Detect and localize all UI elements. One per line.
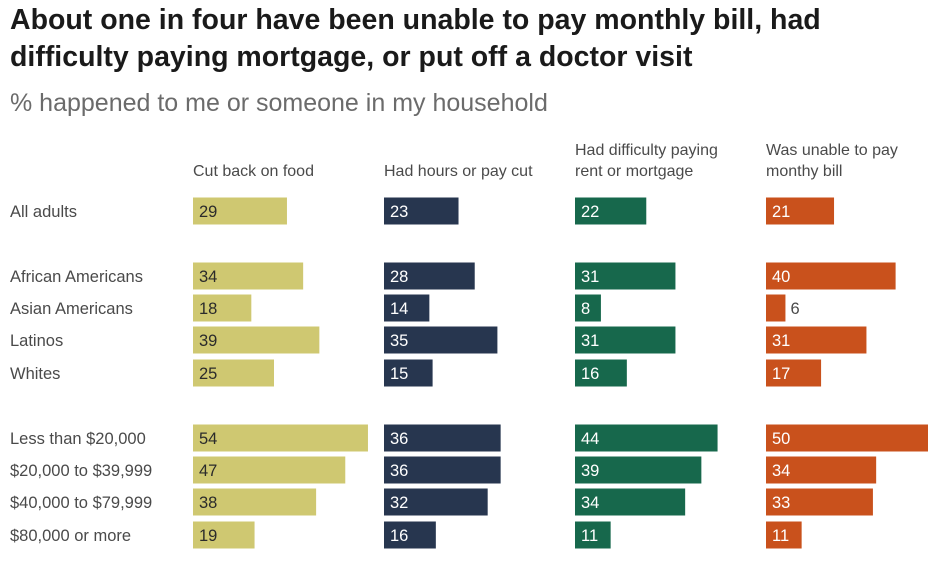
column-header-1: Had hours or pay cut <box>384 163 533 180</box>
row-label-2: Asian Americans <box>10 300 133 318</box>
value-label-0-0: 29 <box>199 203 217 221</box>
value-label-0-1: 34 <box>199 268 217 286</box>
value-label-3-6: 34 <box>772 462 790 480</box>
value-label-0-2: 18 <box>199 300 217 318</box>
value-label-2-1: 31 <box>581 268 599 286</box>
row-label-8: $80,000 or more <box>10 527 131 545</box>
row-label-7: $40,000 to $79,999 <box>10 494 152 512</box>
value-label-1-2: 14 <box>390 300 408 318</box>
value-label-1-8: 16 <box>390 527 408 545</box>
row-label-5: Less than $20,000 <box>10 430 146 448</box>
bar-3-1 <box>766 262 896 290</box>
value-label-0-7: 38 <box>199 494 217 512</box>
bar-3-0 <box>766 197 835 225</box>
row-label-6: $20,000 to $39,999 <box>10 462 152 480</box>
value-label-3-2: 6 <box>790 300 799 318</box>
bar-1-2 <box>384 294 430 322</box>
bar-3-2 <box>766 294 786 322</box>
bar-3-8 <box>766 521 802 549</box>
value-label-3-7: 33 <box>772 494 790 512</box>
chart-subtitle: % happened to me or someone in my househ… <box>10 89 548 117</box>
value-label-0-8: 19 <box>199 527 217 545</box>
value-label-3-0: 21 <box>772 203 790 221</box>
value-label-0-4: 25 <box>199 365 217 383</box>
bar-1-8 <box>384 521 436 549</box>
column-header-0: Cut back on food <box>193 163 314 180</box>
bar-0-2 <box>193 294 252 322</box>
value-label-3-4: 17 <box>772 365 790 383</box>
value-label-2-0: 22 <box>581 203 599 221</box>
bar-0-7 <box>193 488 317 516</box>
bar-3-6 <box>766 456 877 484</box>
bar-3-4 <box>766 359 822 387</box>
bar-0-4 <box>193 359 274 387</box>
row-label-3: Latinos <box>10 332 63 350</box>
bar-2-3 <box>575 326 676 354</box>
value-label-1-7: 32 <box>390 494 408 512</box>
value-label-0-5: 54 <box>199 430 217 448</box>
bar-1-5 <box>384 424 501 452</box>
value-label-3-8: 11 <box>772 527 789 545</box>
bar-1-3 <box>384 326 498 354</box>
column-header-3: Was unable to pay monthy bill <box>766 142 898 180</box>
bar-3-7 <box>766 488 873 516</box>
value-label-2-5: 44 <box>581 430 599 448</box>
bar-3-5 <box>766 424 928 452</box>
value-label-2-7: 34 <box>581 494 599 512</box>
bar-3-3 <box>766 326 867 354</box>
value-label-3-1: 40 <box>772 268 790 286</box>
value-label-3-3: 31 <box>772 332 790 350</box>
bar-1-1 <box>384 262 475 290</box>
bar-1-0 <box>384 197 459 225</box>
row-label-1: African Americans <box>10 268 143 286</box>
bar-2-8 <box>575 521 611 549</box>
bar-2-7 <box>575 488 686 516</box>
value-label-1-5: 36 <box>390 430 408 448</box>
bar-0-3 <box>193 326 320 354</box>
bar-2-4 <box>575 359 627 387</box>
value-label-1-1: 28 <box>390 268 408 286</box>
bar-2-2 <box>575 294 601 322</box>
value-label-3-5: 50 <box>772 430 790 448</box>
bar-1-4 <box>384 359 433 387</box>
value-label-1-6: 36 <box>390 462 408 480</box>
value-label-2-3: 31 <box>581 332 599 350</box>
value-label-0-6: 47 <box>199 462 217 480</box>
bar-0-6 <box>193 456 346 484</box>
bar-2-0 <box>575 197 647 225</box>
row-label-4: Whites <box>10 365 60 383</box>
column-header-2: Had difficulty paying rent or mortgage <box>575 142 718 180</box>
value-label-1-0: 23 <box>390 203 408 221</box>
bar-2-1 <box>575 262 676 290</box>
value-label-0-3: 39 <box>199 332 217 350</box>
value-label-1-4: 15 <box>390 365 408 383</box>
value-label-2-6: 39 <box>581 462 599 480</box>
value-label-2-8: 11 <box>581 527 598 545</box>
value-label-1-3: 35 <box>390 332 408 350</box>
bar-0-8 <box>193 521 255 549</box>
bar-2-5 <box>575 424 718 452</box>
bar-0-5 <box>193 424 368 452</box>
bar-0-0 <box>193 197 287 225</box>
bar-1-6 <box>384 456 501 484</box>
chart-title: About one in four have been unable to pa… <box>10 4 821 73</box>
value-label-2-2: 8 <box>581 300 590 318</box>
bar-2-6 <box>575 456 702 484</box>
row-label-0: All adults <box>10 203 77 221</box>
bar-0-1 <box>193 262 304 290</box>
value-label-2-4: 16 <box>581 365 599 383</box>
bar-1-7 <box>384 488 488 516</box>
